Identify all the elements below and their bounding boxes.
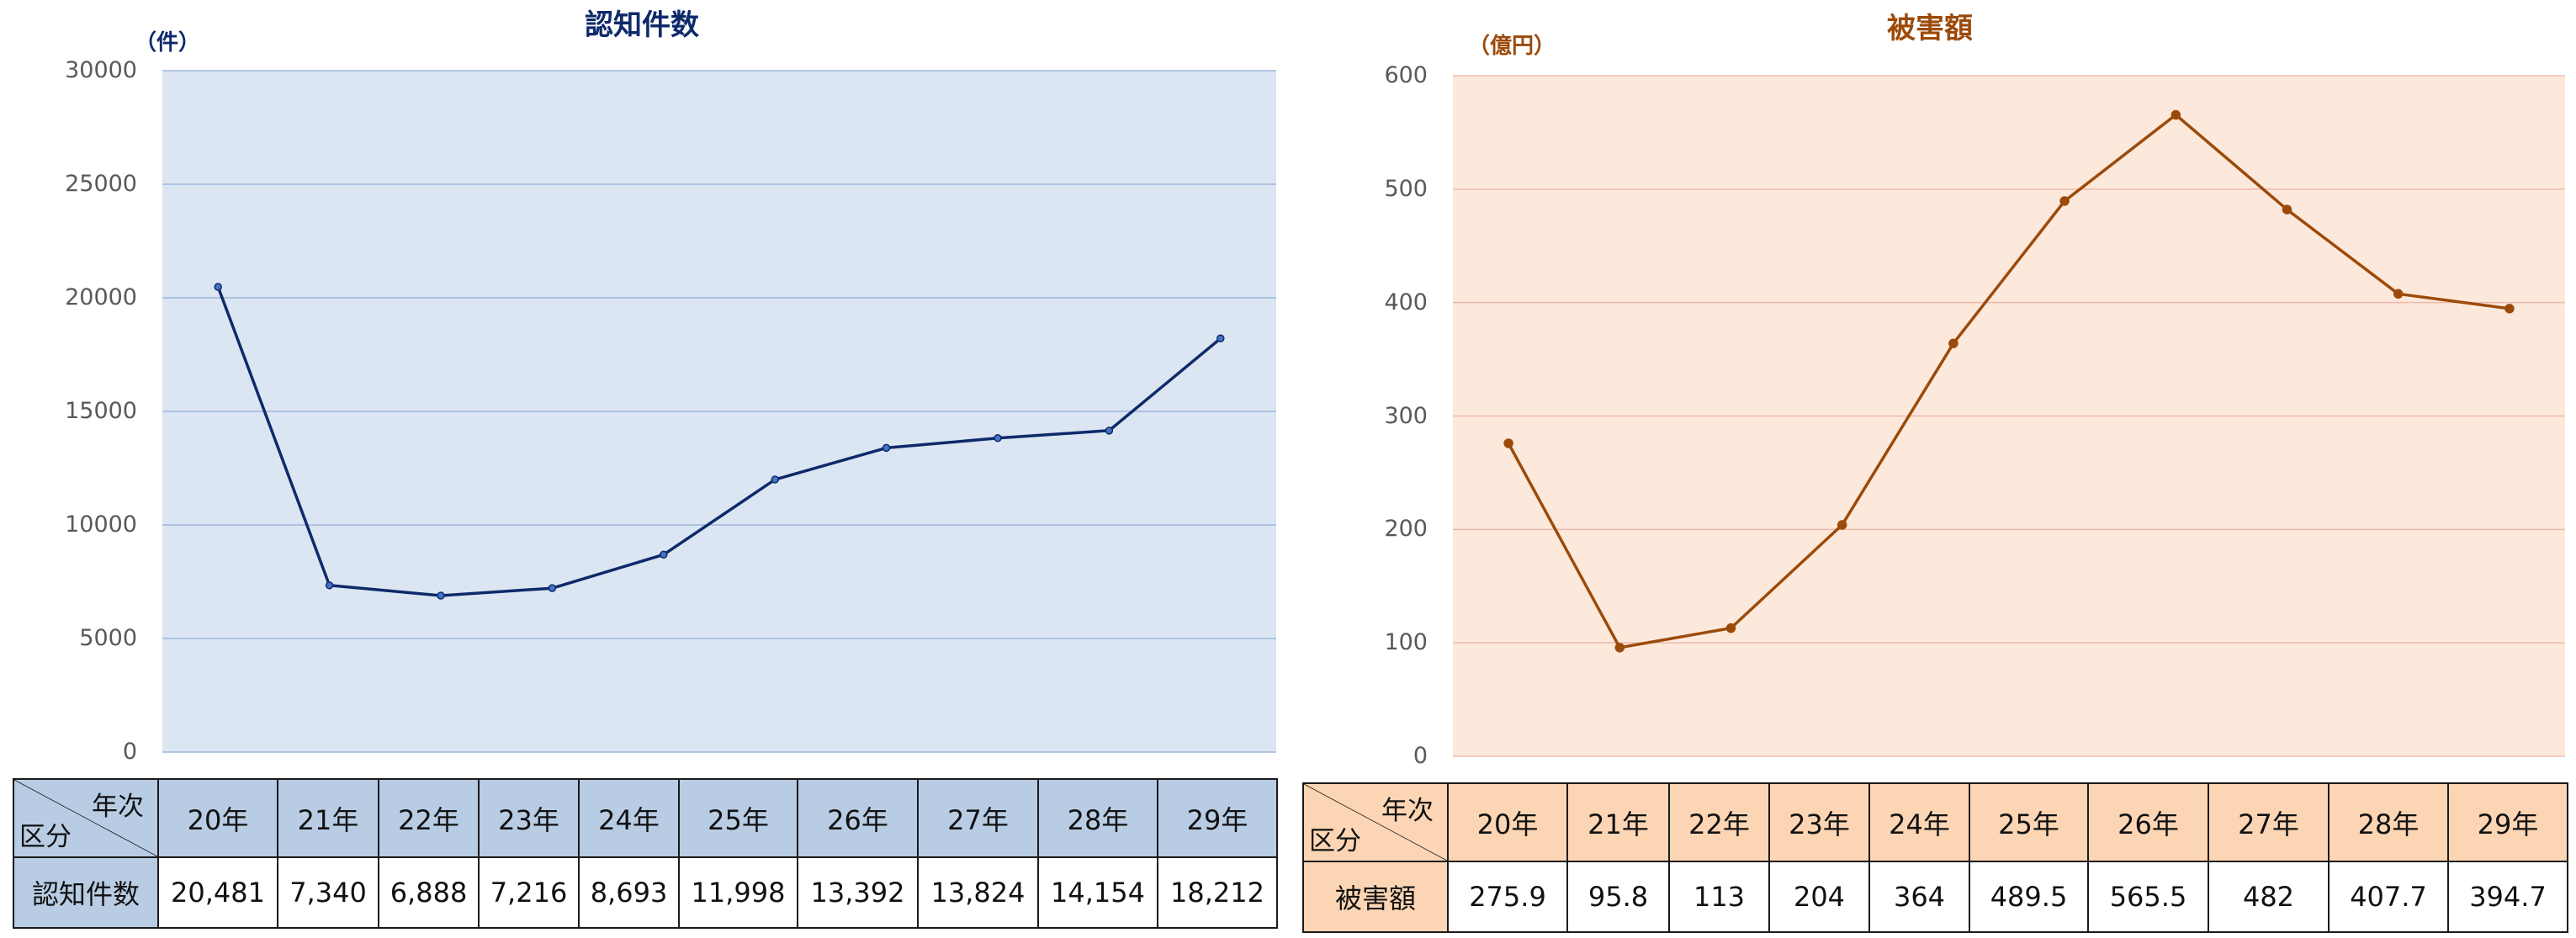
- y-tick-label: 0: [122, 739, 137, 765]
- left-data-table: 年次 区分 20年 21年 22年 23年 24年 25年 26年 27年 28…: [13, 778, 1278, 929]
- corner-category-label: 区分: [1309, 826, 1361, 856]
- year-header: 20年: [1447, 782, 1568, 862]
- y-tick-label: 600: [1384, 62, 1428, 88]
- left-table-value-row: 認知件数 20,481 7,340 6,888 7,216 8,693 11,9…: [13, 856, 1278, 929]
- year-header: 24年: [1868, 782, 1970, 862]
- year-header: 28年: [2328, 782, 2449, 862]
- data-line: [1507, 113, 2510, 649]
- left-chart-unit-label: （件）: [135, 30, 201, 56]
- data-point-marker: [2393, 289, 2404, 299]
- data-point-marker: [1837, 520, 1847, 530]
- value-cell: 489.5: [1969, 861, 2089, 933]
- y-tick-label: 30000: [65, 57, 137, 83]
- value-cell: 565.5: [2087, 861, 2209, 933]
- right-table-value-row: 被害額 275.9 95.8 113 204 364 489.5 565.5 4…: [1302, 861, 2568, 933]
- y-tick-label: 25000: [65, 171, 137, 197]
- left-table-header-row: 年次 区分 20年 21年 22年 23年 24年 25年 26年 27年 28…: [13, 778, 1278, 858]
- y-tick-label: 300: [1384, 402, 1428, 429]
- value-cell: 14,154: [1037, 856, 1158, 929]
- year-header: 20年: [157, 778, 278, 858]
- year-header: 29年: [1157, 778, 1278, 858]
- y-tick-label: 200: [1384, 516, 1428, 543]
- data-point-marker: [882, 443, 891, 453]
- value-cell: 18,212: [1157, 856, 1278, 929]
- y-tick-label: 20000: [65, 284, 137, 310]
- value-cell: 11,998: [678, 856, 798, 929]
- data-point-marker: [1105, 427, 1114, 435]
- year-header: 25年: [678, 778, 798, 858]
- corner-year-label: 年次: [92, 792, 144, 822]
- year-header: 21年: [1566, 782, 1670, 862]
- value-cell: 8,693: [578, 856, 680, 929]
- data-point-marker: [660, 550, 668, 559]
- right-table-header-row: 年次 区分 20年 21年 22年 23年 24年 25年 26年 27年 28…: [1302, 782, 2568, 862]
- year-header: 23年: [478, 778, 580, 858]
- value-cell: 275.9: [1447, 861, 1568, 933]
- data-point-marker: [1503, 438, 1513, 448]
- value-cell: 407.7: [2328, 861, 2449, 933]
- year-header: 27年: [917, 778, 1039, 858]
- y-tick-label: 10000: [65, 511, 137, 538]
- right-data-table: 年次 区分 20年 21年 22年 23年 24年 25年 26年 27年 28…: [1302, 782, 2568, 933]
- right-table-corner-cell: 年次 区分: [1302, 782, 1449, 862]
- right-chart-title: 被害額: [1887, 12, 1973, 45]
- data-point-marker: [2171, 109, 2181, 120]
- value-cell: 394.7: [2447, 861, 2568, 933]
- data-point-marker: [1725, 623, 1736, 633]
- value-cell: 7,340: [277, 856, 379, 929]
- corner-category-label: 区分: [19, 822, 72, 852]
- value-cell: 113: [1668, 861, 1770, 933]
- row-label: 被害額: [1302, 861, 1449, 933]
- value-cell: 20,481: [157, 856, 278, 929]
- data-point-marker: [214, 283, 222, 291]
- data-point-marker: [2059, 196, 2070, 206]
- year-header: 22年: [1668, 782, 1770, 862]
- year-header: 22年: [378, 778, 480, 858]
- value-cell: 13,824: [917, 856, 1039, 929]
- row-label: 認知件数: [13, 856, 159, 929]
- year-header: 28年: [1037, 778, 1158, 858]
- y-tick-label: 5000: [79, 625, 137, 651]
- year-header: 29年: [2447, 782, 2568, 862]
- value-cell: 364: [1868, 861, 1970, 933]
- data-point-marker: [2504, 304, 2515, 314]
- left-table-corner-cell: 年次 区分: [13, 778, 159, 858]
- y-tick-label: 400: [1384, 289, 1428, 315]
- data-point-marker: [994, 434, 1002, 443]
- data-line: [216, 286, 1222, 597]
- value-cell: 95.8: [1566, 861, 1670, 933]
- data-point-marker: [1614, 643, 1625, 653]
- right-chart-unit-label: （億円）: [1468, 34, 1556, 59]
- data-point-marker: [437, 591, 445, 600]
- data-point-marker: [1216, 334, 1225, 343]
- data-point-marker: [1948, 338, 1959, 348]
- value-cell: 6,888: [378, 856, 480, 929]
- value-cell: 7,216: [478, 856, 580, 929]
- y-tick-label: 15000: [65, 398, 137, 424]
- left-chart-title: 認知件数: [585, 8, 699, 42]
- data-point-marker: [548, 584, 557, 592]
- y-tick-label: 100: [1384, 629, 1428, 656]
- value-cell: 482: [2208, 861, 2330, 933]
- year-header: 25年: [1969, 782, 2089, 862]
- year-header: 21年: [277, 778, 379, 858]
- year-header: 26年: [797, 778, 919, 858]
- data-point-marker: [2282, 204, 2292, 215]
- value-cell: 13,392: [797, 856, 919, 929]
- year-header: 26年: [2087, 782, 2209, 862]
- y-tick-label: 0: [1413, 743, 1428, 769]
- year-header: 27年: [2208, 782, 2330, 862]
- data-point-marker: [771, 475, 779, 484]
- data-point-marker: [325, 581, 334, 590]
- corner-year-label: 年次: [1381, 796, 1434, 826]
- value-cell: 204: [1768, 861, 1870, 933]
- year-header: 23年: [1768, 782, 1870, 862]
- y-tick-label: 500: [1384, 175, 1428, 202]
- year-header: 24年: [578, 778, 680, 858]
